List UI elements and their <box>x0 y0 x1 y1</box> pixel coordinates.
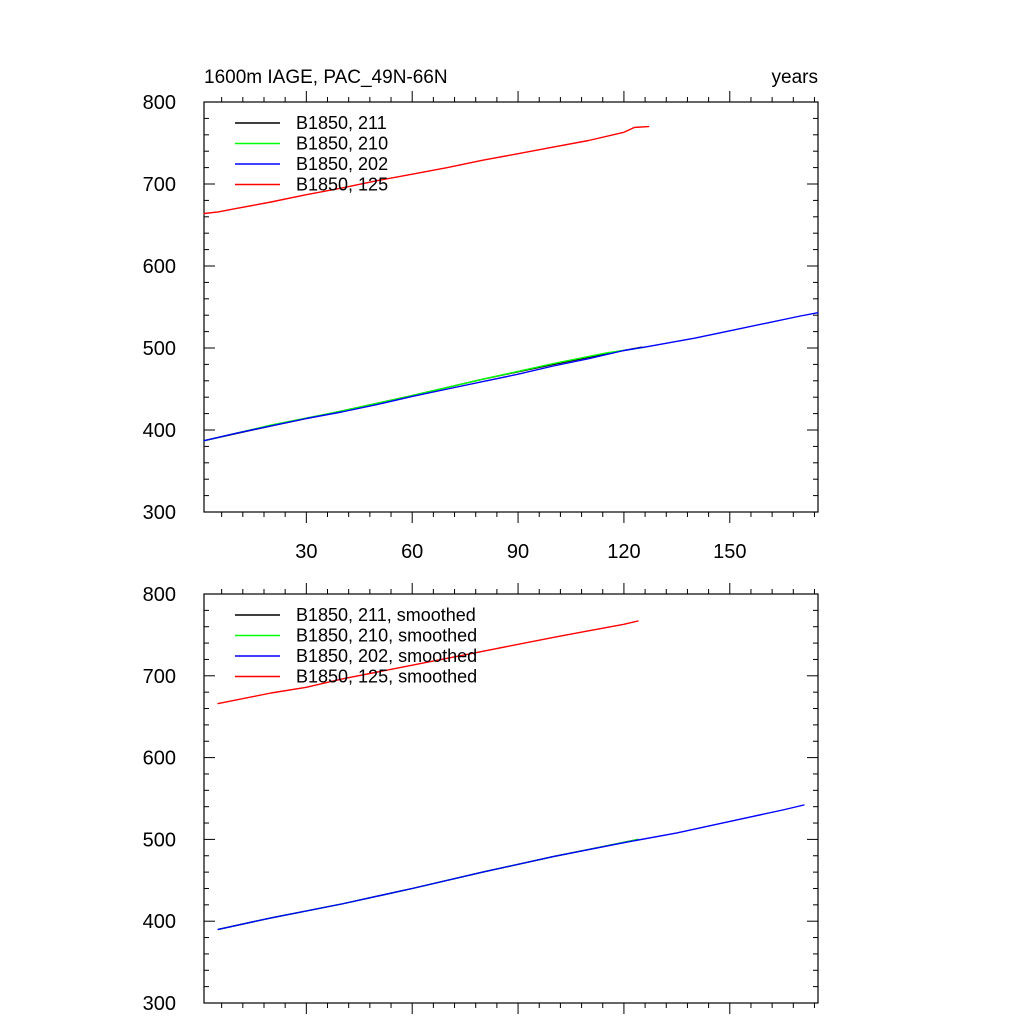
x-tick-label: 120 <box>607 541 640 563</box>
legend-label-3: B1850, 125, smoothed <box>296 667 477 687</box>
x-tick-label: 90 <box>507 541 529 563</box>
legend-label-3: B1850, 125 <box>296 175 388 195</box>
y-tick-label: 300 <box>143 993 176 1015</box>
plot-frame <box>203 101 819 513</box>
y-tick-label: 600 <box>143 748 176 770</box>
series-line-3 <box>203 125 650 215</box>
plot-frame <box>203 593 819 1004</box>
y-tick-label: 400 <box>143 911 176 933</box>
y-tick-label: 400 <box>143 420 176 442</box>
chart-title: 1600m IAGE, PAC_49N-66N <box>204 67 448 88</box>
legend-label-2: B1850, 202 <box>296 154 388 174</box>
x-tick-label: 30 <box>295 541 317 563</box>
x-tick-label: 60 <box>401 541 423 563</box>
x-axis-label: years <box>772 67 818 88</box>
y-tick-label: 800 <box>143 92 176 114</box>
top-panel: 1600m IAGE, PAC_49N-66N years 300 400 500 600… <box>143 67 819 563</box>
legend-label-1: B1850, 210, smoothed <box>296 626 477 646</box>
series-line-2 <box>217 804 805 931</box>
y-tick-label: 800 <box>143 584 176 606</box>
y-tick-label: 300 <box>143 502 176 524</box>
legend-label-0: B1850, 211 <box>296 113 387 133</box>
series-line-3 <box>217 620 639 705</box>
y-tick-label: 700 <box>143 666 176 688</box>
x-tick-label: 150 <box>713 541 746 563</box>
y-tick-label: 500 <box>143 338 176 360</box>
y-tick-label: 500 <box>143 829 176 851</box>
y-tick-label: 600 <box>143 256 176 278</box>
legend-label-1: B1850, 210 <box>296 134 388 154</box>
legend-label-2: B1850, 202, smoothed <box>296 646 477 666</box>
legend-label-0: B1850, 211, smoothed <box>296 605 476 625</box>
series-line-2 <box>203 312 819 442</box>
y-tick-label: 700 <box>143 174 176 196</box>
